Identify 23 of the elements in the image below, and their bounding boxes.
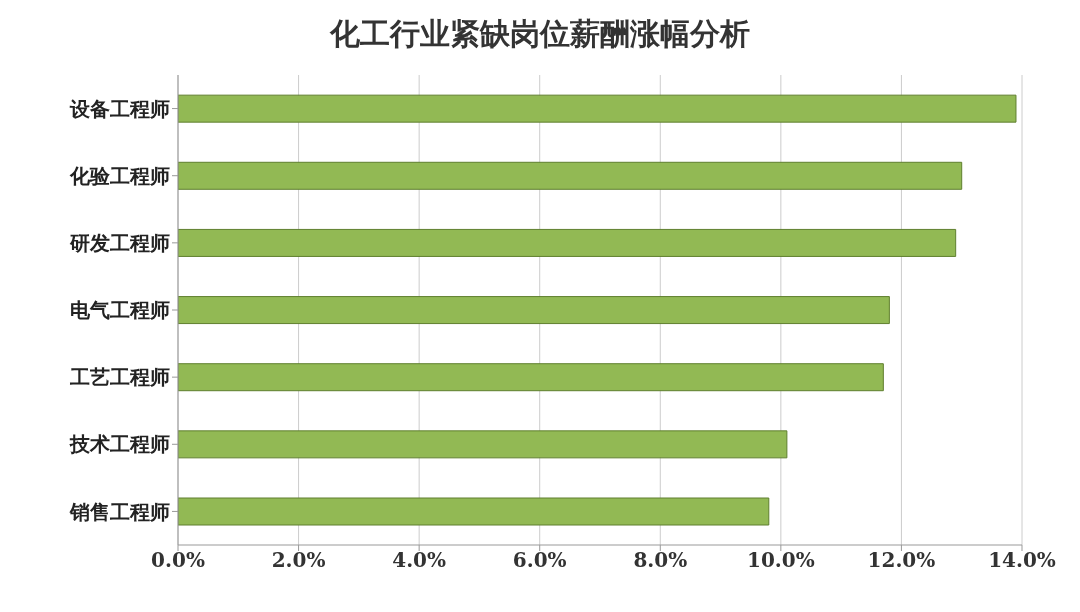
x-tick-label: 14.0% [988,548,1056,573]
y-tick-label: 设备工程师 [69,96,170,121]
x-tick-label: 8.0% [633,548,688,573]
y-tick-label: 销售工程师 [69,499,170,524]
x-tick-label: 6.0% [512,548,567,573]
y-tick-label: 化验工程师 [69,163,170,188]
bar [178,430,788,459]
bar [178,161,963,190]
x-tick-label: 12.0% [867,548,936,573]
bar [178,296,890,325]
x-tick-label: 0.0% [151,548,205,573]
bar [178,228,957,257]
bar [178,94,1017,123]
y-tick-label: 技术工程师 [69,432,170,457]
chart-title: 化工行业紧缺岗位薪酬涨幅分析 [328,15,751,53]
x-tick-label: 10.0% [747,548,815,573]
y-tick-label: 研发工程师 [69,230,170,255]
x-tick-label: 2.0% [271,548,326,573]
y-tick-label: 工艺工程师 [69,365,170,390]
bar [178,497,770,526]
bar [178,363,884,392]
y-tick-label: 电气工程师 [70,298,170,323]
x-tick-label: 4.0% [392,548,447,573]
